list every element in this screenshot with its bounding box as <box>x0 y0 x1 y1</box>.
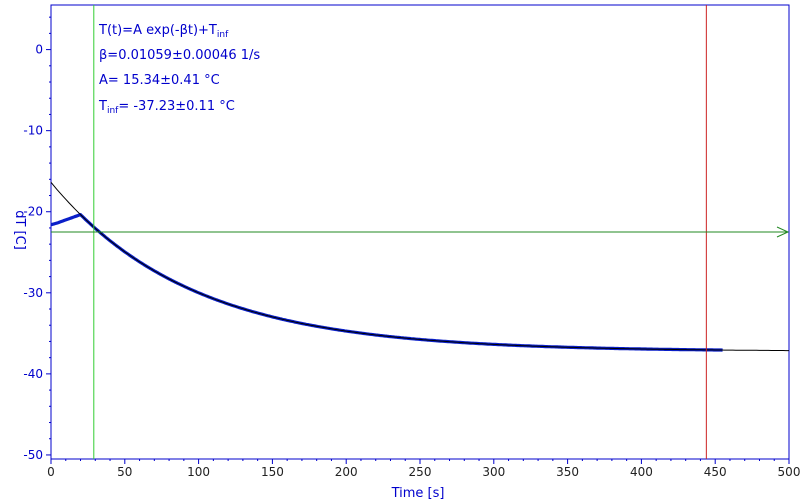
x-tick-label: 100 <box>187 465 210 479</box>
level-arrow-icon[interactable] <box>776 226 790 238</box>
x-ticks: 0 50 100 150 200 250 300 350 400 450 500 <box>47 459 800 479</box>
measured-series <box>50 213 723 352</box>
x-tick-label: 250 <box>409 465 432 479</box>
y-tick-label: -10 <box>23 124 43 138</box>
x-tick-label: 350 <box>556 465 579 479</box>
x-tick-label: 500 <box>778 465 800 479</box>
x-tick-label: 200 <box>335 465 358 479</box>
x-tick-label: 0 <box>47 465 55 479</box>
y-tick-label: -40 <box>23 367 43 381</box>
y-tick-label: -30 <box>23 286 43 300</box>
y-tick-label: -50 <box>23 448 43 462</box>
x-tick-label: 400 <box>630 465 653 479</box>
x-tick-label: 150 <box>261 465 284 479</box>
fit-annotation: T(t)=A exp(-βt)+Tinf β=0.01059±0.00046 1… <box>98 23 260 116</box>
fit-tinf: Tinf= -37.23±0.11 °C <box>98 99 235 116</box>
fit-series <box>50 181 789 352</box>
fit-beta: β=0.01059±0.00046 1/s <box>99 48 260 63</box>
x-axis-title: Time [s] <box>391 486 445 501</box>
y-axis-title: dT [C] <box>12 210 27 250</box>
x-tick-label: 50 <box>117 465 132 479</box>
fit-amplitude: A= 15.34±0.41 °C <box>99 73 220 88</box>
y-tick-label: 0 <box>35 43 43 57</box>
x-tick-label: 450 <box>704 465 727 479</box>
series <box>50 181 789 352</box>
markers <box>51 5 790 459</box>
y-ticks: 0 -10 -20 -30 -40 -50 <box>23 16 51 462</box>
y-tick-label: -20 <box>23 205 43 219</box>
fit-formula: T(t)=A exp(-βt)+Tinf <box>98 23 229 40</box>
x-tick-label: 300 <box>482 465 505 479</box>
